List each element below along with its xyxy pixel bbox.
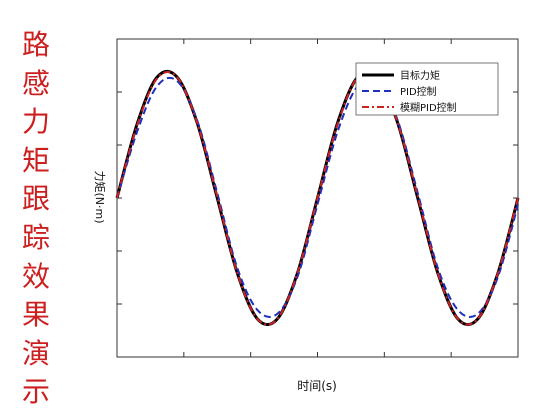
series-lines <box>115 69 520 327</box>
x-axis-label: 时间(s) <box>297 379 337 393</box>
side-title-char: 矩 <box>21 143 50 177</box>
legend-label: 目标力矩 <box>400 69 440 82</box>
side-title-char: 演 <box>21 336 50 370</box>
legend-label: PID控制 <box>400 85 437 98</box>
side-title-char: 力 <box>21 105 50 139</box>
side-title: 路 感 力 矩 跟 踪 效 果 演 示 <box>14 26 58 412</box>
side-title-char: 踪 <box>21 220 50 254</box>
side-title-char: 果 <box>21 298 50 332</box>
side-title-char: 示 <box>21 375 50 409</box>
y-axis-label: 力矩(N·m) <box>93 170 106 223</box>
side-title-char: 感 <box>21 66 50 100</box>
series-line <box>116 76 519 318</box>
side-title-char: 效 <box>21 259 50 293</box>
legend-label: 模糊PID控制 <box>400 101 457 114</box>
side-title-char: 路 <box>21 28 50 61</box>
side-title-char: 跟 <box>21 182 50 216</box>
series-line <box>116 70 519 326</box>
axis-ticks <box>116 38 519 358</box>
